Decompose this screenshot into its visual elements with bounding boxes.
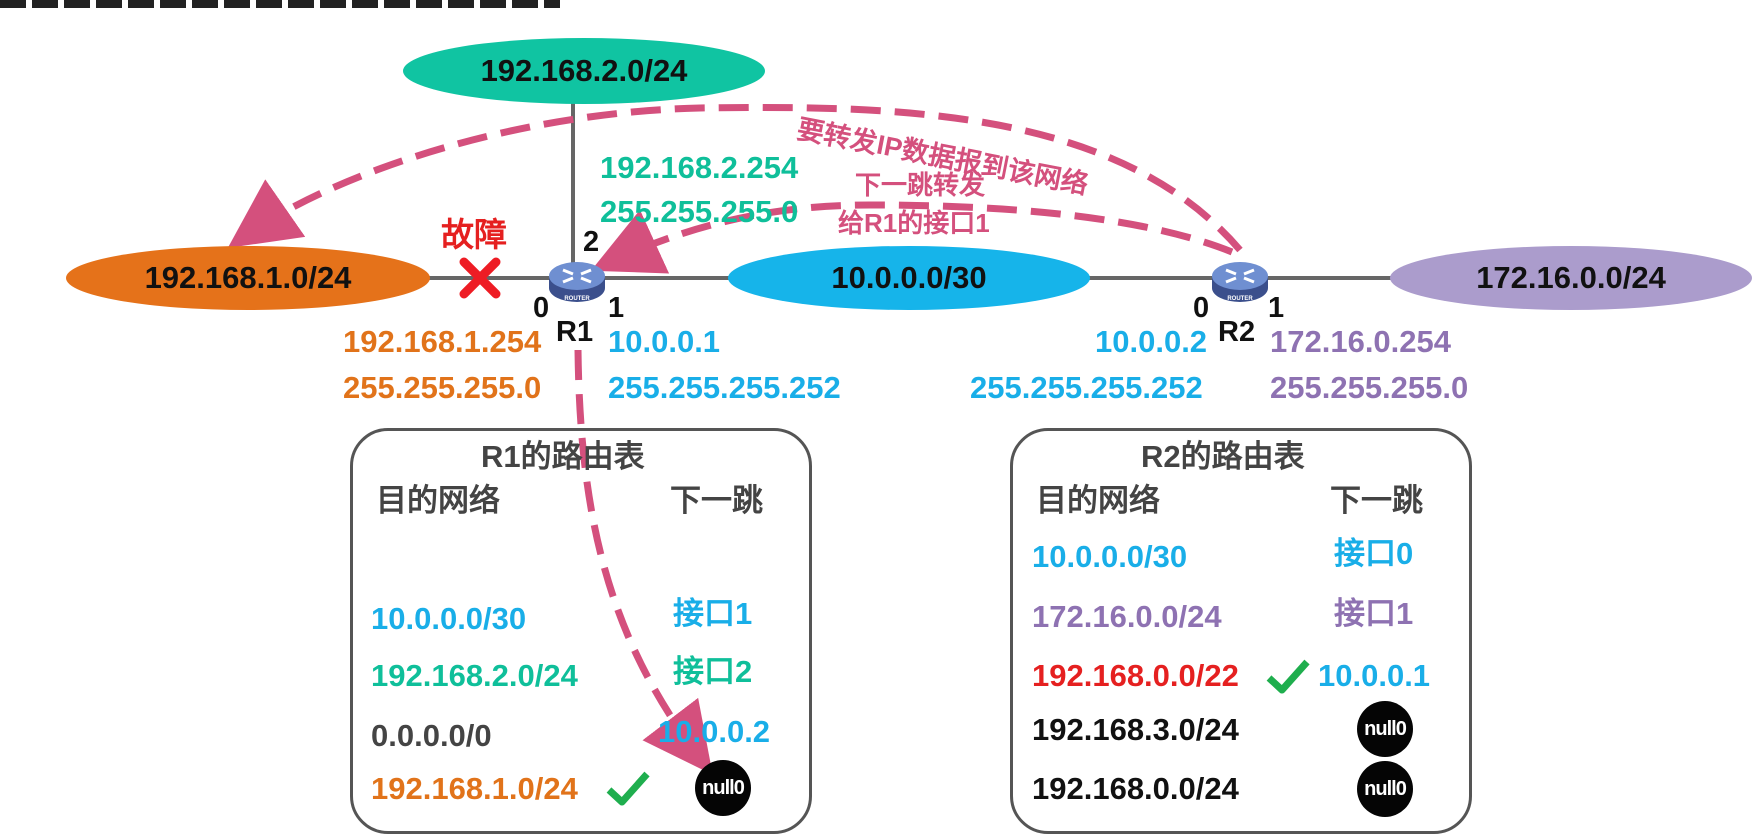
r1-row-4-next: null0: [695, 760, 751, 816]
r2-row-2-next: 接口1: [1334, 596, 1414, 631]
router-icon: ROUTER: [1212, 262, 1268, 302]
r2-row-3-dest: 192.168.0.0/22: [1032, 658, 1239, 693]
r2-port-0: 0: [1193, 292, 1210, 324]
arrow-r2-to-net1: [227, 103, 1243, 253]
r1-name: R1: [556, 316, 594, 348]
r2-col-next: 下一跳: [1330, 483, 1423, 518]
network-label: 10.0.0.0/30: [831, 260, 987, 295]
svg-text:ROUTER: ROUTER: [564, 296, 590, 302]
r1-port-1: 1: [608, 292, 625, 324]
r1-if2-mask: 255.255.255.0: [600, 194, 799, 229]
checkmark-icon: [606, 771, 650, 806]
annotation-next-hop-2: 给R1的接口1: [838, 208, 990, 238]
r1-row-1-dest: 10.0.0.0/30: [371, 601, 527, 636]
r1-row-2-next: 接口2: [673, 654, 753, 689]
network-label: 172.16.0.0/24: [1476, 260, 1666, 295]
r2-row-2-dest: 172.16.0.0/24: [1032, 599, 1222, 634]
r2-routing-table: [1010, 428, 1472, 834]
r2-row-5-dest: 192.168.0.0/24: [1032, 771, 1239, 806]
network-172-16-0-0: 172.16.0.0/24: [1390, 246, 1752, 310]
r2-row-4-dest: 192.168.3.0/24: [1032, 712, 1239, 747]
r1-row-2-dest: 192.168.2.0/24: [371, 658, 578, 693]
r1-port-2: 2: [583, 226, 600, 258]
r2-if1-mask: 255.255.255.0: [1270, 370, 1469, 405]
network-label: 192.168.2.0/24: [480, 53, 688, 88]
svg-text:ROUTER: ROUTER: [1227, 296, 1253, 302]
r2-if0-mask: 255.255.255.252: [970, 370, 1203, 405]
r2-row-1-next: 接口0: [1334, 536, 1414, 571]
failure-x-icon: [459, 257, 501, 299]
r1-row-3-dest: 0.0.0.0/0: [371, 718, 492, 753]
r1-if0-ip: 192.168.1.254: [343, 324, 542, 359]
r2-row-4-next: null0: [1357, 701, 1413, 757]
r2-port-1: 1: [1268, 292, 1285, 324]
network-10-0-0-0: 10.0.0.0/30: [728, 246, 1090, 310]
checkmark-icon: [1266, 659, 1310, 694]
r1-if0-mask: 255.255.255.0: [343, 370, 542, 405]
r2-row-1-dest: 10.0.0.0/30: [1032, 539, 1188, 574]
arrow-r2-to-r1: [590, 201, 1234, 274]
failure-label: 故障: [441, 216, 507, 253]
r2-if1-ip: 172.16.0.254: [1270, 324, 1452, 359]
annotation-next-hop-1: 下一跳转发: [855, 170, 986, 200]
arrow-r1-to-null0: [574, 349, 713, 775]
r2-row-5-next: null0: [1357, 761, 1413, 817]
r2-col-dest: 目的网络: [1036, 483, 1160, 518]
network-192-168-2-0: 192.168.2.0/24: [403, 38, 765, 104]
r1-table-title: R1的路由表: [481, 439, 645, 474]
r2-row-3-next: 10.0.0.1: [1318, 658, 1431, 693]
r1-row-3-next: 10.0.0.2: [658, 714, 771, 749]
r2-if0-ip: 10.0.0.2: [1095, 324, 1208, 359]
r1-routing-table: [350, 428, 812, 834]
r1-port-0: 0: [533, 292, 550, 324]
r1-row-1-next: 接口1: [673, 596, 753, 631]
router-icon: ROUTER: [549, 262, 605, 302]
r1-if1-ip: 10.0.0.1: [608, 324, 721, 359]
r1-if2-ip: 192.168.2.254: [600, 150, 799, 185]
top-title-fragment: [0, 0, 560, 8]
r1-col-dest: 目的网络: [376, 483, 500, 518]
r1-if1-mask: 255.255.255.252: [608, 370, 841, 405]
r2-table-title: R2的路由表: [1141, 439, 1305, 474]
network-192-168-1-0: 192.168.1.0/24: [66, 246, 430, 310]
r1-row-4-dest: 192.168.1.0/24: [371, 771, 578, 806]
network-label: 192.168.1.0/24: [144, 260, 352, 295]
r2-name: R2: [1218, 316, 1256, 348]
r1-col-next: 下一跳: [670, 483, 763, 518]
